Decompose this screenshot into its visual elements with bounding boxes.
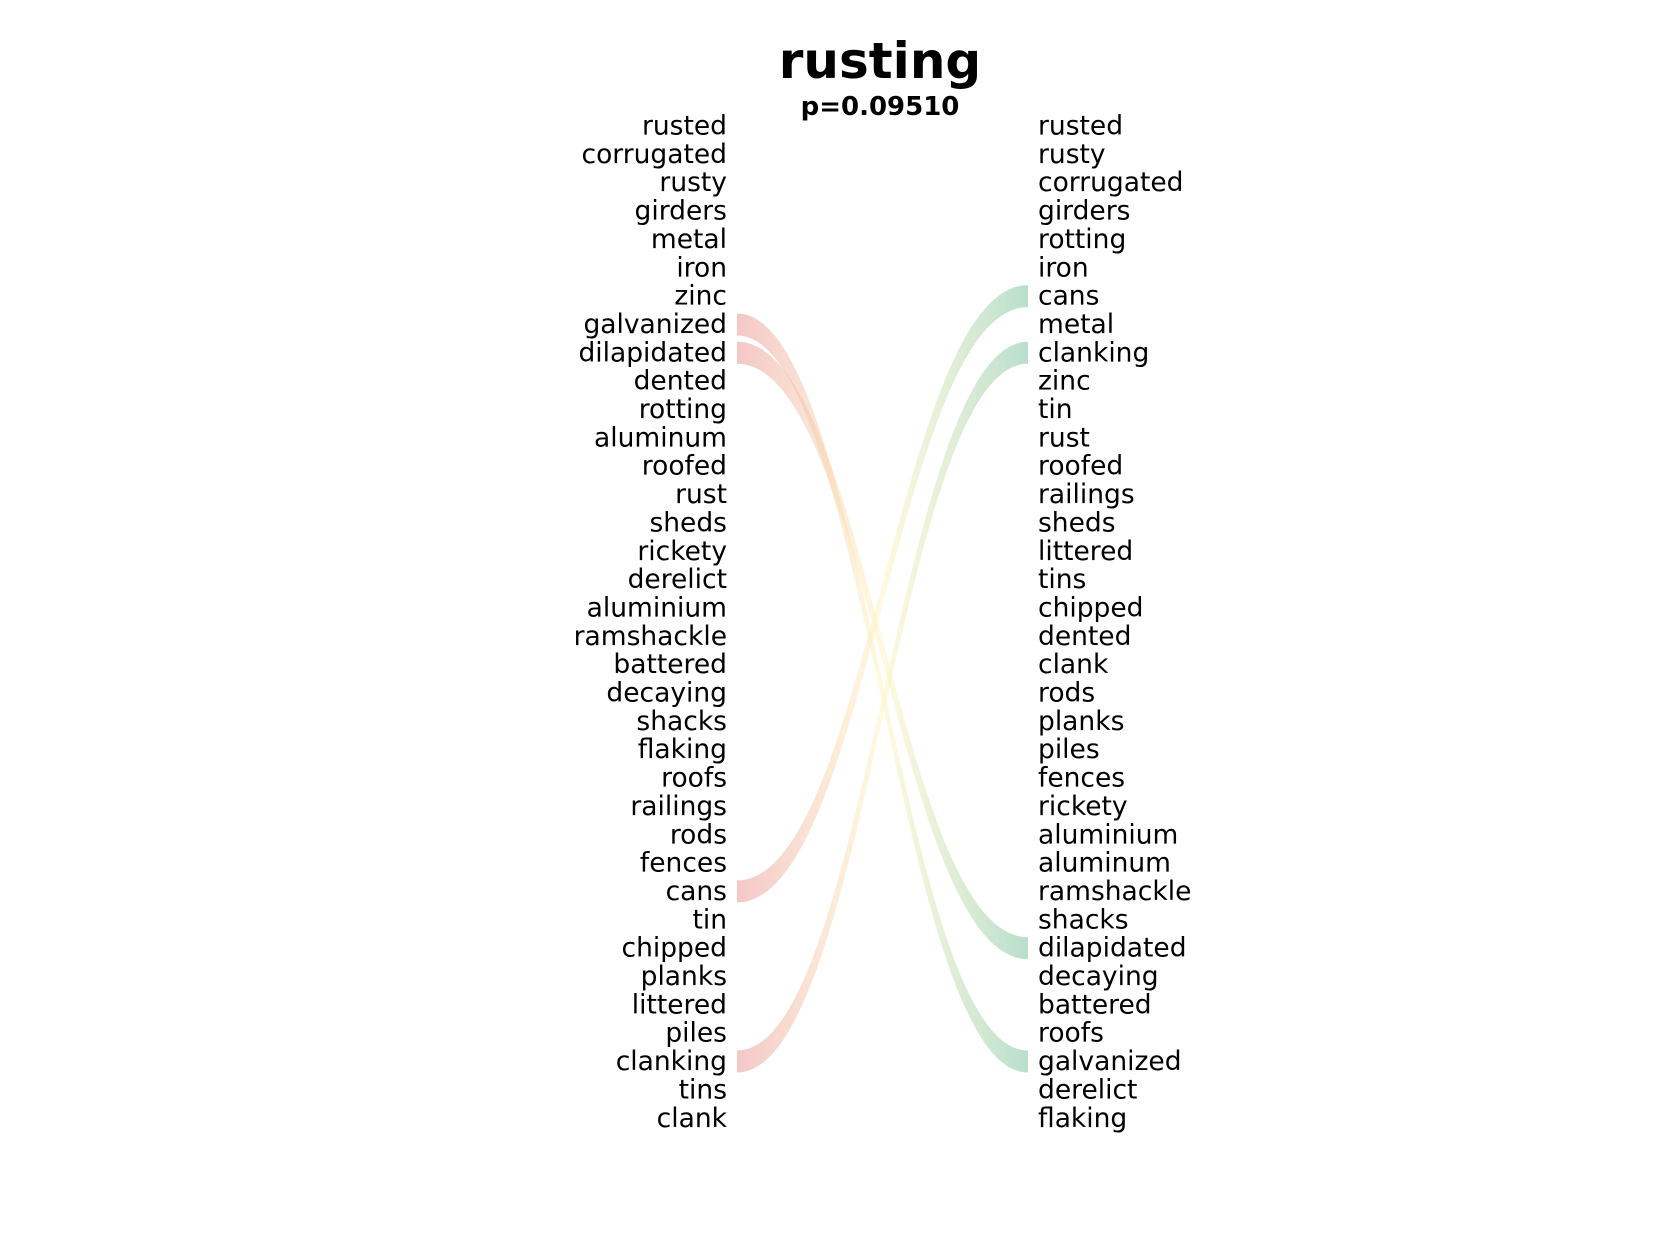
left-word-galvanized: galvanized (583, 309, 727, 340)
left-word-tins: tins (679, 1074, 727, 1105)
right-word-aluminium: aluminium (1038, 819, 1178, 850)
link-cans (737, 285, 1028, 903)
left-word-littered: littered (632, 989, 727, 1020)
left-word-rusty: rusty (659, 167, 727, 198)
right-word-ramshackle: ramshackle (1038, 876, 1191, 907)
chart-subtitle: p=0.09510 (800, 92, 960, 122)
right-word-rusted: rusted (1038, 111, 1123, 142)
left-word-chipped: chipped (622, 933, 728, 964)
right-word-list: rustedrustycorrugatedgirdersrottingironc… (1038, 111, 1191, 1134)
right-word-tins: tins (1038, 564, 1086, 595)
right-word-roofs: roofs (1038, 1018, 1104, 1049)
link-dilapidated (737, 341, 1028, 960)
right-word-iron: iron (1038, 252, 1089, 283)
left-word-girders: girders (635, 196, 727, 227)
left-word-dilapidated: dilapidated (578, 337, 727, 368)
right-word-fences: fences (1038, 763, 1125, 794)
right-word-aluminum: aluminum (1038, 848, 1171, 879)
left-word-rods: rods (670, 819, 727, 850)
right-word-cans: cans (1038, 281, 1099, 312)
left-word-tin: tin (692, 904, 727, 935)
right-word-corrugated: corrugated (1038, 167, 1183, 198)
right-word-rotting: rotting (1038, 224, 1126, 255)
right-word-decaying: decaying (1038, 961, 1159, 992)
left-word-rusted: rusted (642, 111, 727, 142)
right-word-rusty: rusty (1038, 139, 1106, 170)
right-word-rust: rust (1038, 422, 1090, 453)
left-word-clank: clank (657, 1103, 728, 1134)
left-word-dented: dented (634, 366, 727, 397)
right-word-galvanized: galvanized (1038, 1046, 1182, 1077)
left-word-metal: metal (651, 224, 727, 255)
link-galvanized (737, 313, 1028, 1073)
right-word-shacks: shacks (1038, 904, 1129, 935)
left-word-battered: battered (613, 649, 727, 680)
left-word-planks: planks (641, 961, 727, 992)
right-word-tin: tin (1038, 394, 1073, 425)
right-word-railings: railings (1038, 479, 1135, 510)
left-word-roofed: roofed (642, 451, 727, 482)
left-word-corrugated: corrugated (582, 139, 727, 170)
right-word-rods: rods (1038, 678, 1095, 709)
left-word-derelict: derelict (628, 564, 727, 595)
right-word-derelict: derelict (1038, 1074, 1137, 1105)
right-word-girders: girders (1038, 196, 1130, 227)
left-word-sheds: sheds (649, 507, 727, 538)
right-word-dilapidated: dilapidated (1038, 933, 1187, 964)
right-word-dented: dented (1038, 621, 1131, 652)
right-word-flaking: flaking (1038, 1103, 1127, 1134)
left-word-piles: piles (665, 1018, 727, 1049)
right-word-clanking: clanking (1038, 337, 1149, 368)
left-word-flaking: flaking (638, 734, 727, 765)
left-word-rickety: rickety (637, 536, 727, 567)
left-word-list: rustedcorrugatedrustygirdersmetalironzin… (574, 111, 728, 1134)
right-word-roofed: roofed (1038, 451, 1123, 482)
left-word-aluminum: aluminum (594, 422, 727, 453)
right-word-planks: planks (1038, 706, 1124, 737)
left-word-aluminium: aluminium (587, 592, 727, 623)
left-word-cans: cans (666, 876, 727, 907)
left-word-shacks: shacks (636, 706, 727, 737)
right-word-piles: piles (1038, 734, 1100, 765)
left-word-iron: iron (676, 252, 727, 283)
link-clanking (737, 341, 1028, 1073)
left-word-clanking: clanking (616, 1046, 727, 1077)
right-word-battered: battered (1038, 989, 1152, 1020)
left-word-rotting: rotting (639, 394, 727, 425)
left-word-zinc: zinc (674, 281, 727, 312)
left-word-fences: fences (640, 848, 727, 879)
right-word-sheds: sheds (1038, 507, 1116, 538)
right-word-metal: metal (1038, 309, 1114, 340)
right-word-zinc: zinc (1038, 366, 1091, 397)
left-word-railings: railings (630, 791, 727, 822)
chart-title: rusting (778, 32, 982, 90)
left-word-roofs: roofs (661, 763, 727, 794)
right-word-clank: clank (1038, 649, 1109, 680)
right-word-chipped: chipped (1038, 592, 1144, 623)
right-word-rickety: rickety (1038, 791, 1128, 822)
left-word-decaying: decaying (606, 678, 727, 709)
rank-links (737, 285, 1028, 1073)
left-word-ramshackle: ramshackle (574, 621, 727, 652)
left-word-rust: rust (675, 479, 727, 510)
right-word-littered: littered (1038, 536, 1133, 567)
